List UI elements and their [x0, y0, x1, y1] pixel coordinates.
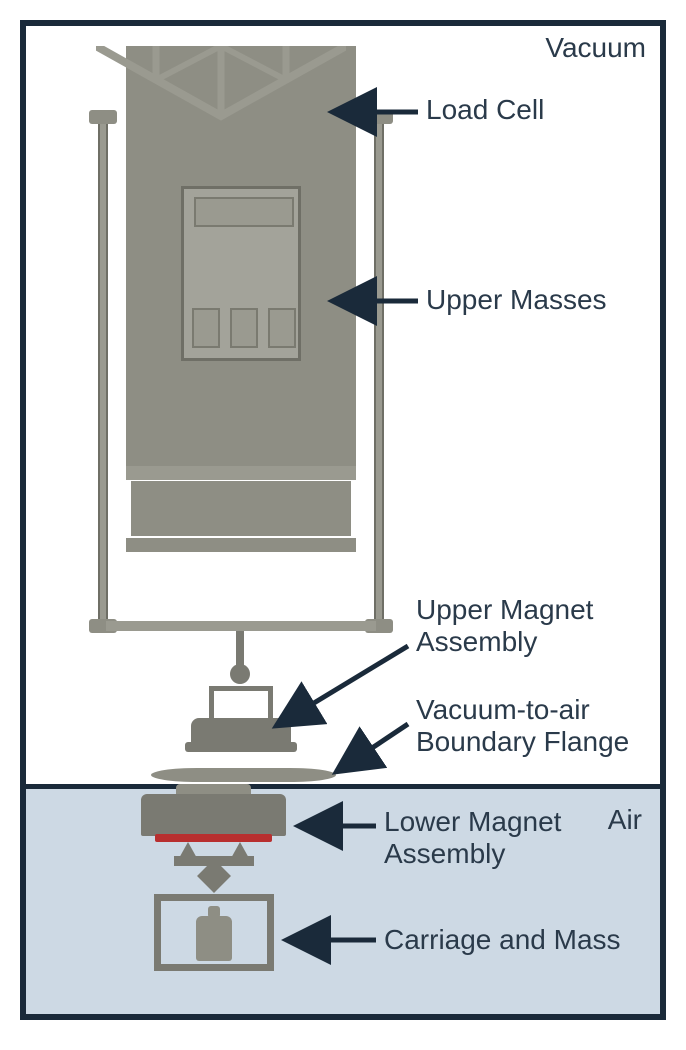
region-label-air: Air [608, 804, 642, 836]
panel-slot [268, 308, 296, 348]
tie-bar [106, 621, 376, 631]
label-load-cell: Load Cell [426, 94, 544, 126]
panel-slot [230, 308, 258, 348]
label-upper-masses: Upper Masses [426, 284, 607, 316]
diagram-frame: Vacuum Air [20, 20, 666, 1020]
label-boundary-flange: Vacuum-to-air Boundary Flange [416, 694, 629, 758]
upper-magnet-assembly [191, 686, 291, 761]
rod-cap [365, 110, 393, 124]
lower-magnet-assembly [141, 794, 286, 836]
label-line: Assembly [384, 838, 505, 869]
mass-cylinder [196, 916, 232, 961]
panel-header [194, 197, 294, 227]
upper-masses-panel [181, 186, 301, 361]
hanger-joint [230, 664, 250, 684]
base-plate [126, 538, 356, 552]
air-region [26, 784, 660, 1014]
rod-cap [89, 110, 117, 124]
side-rod-right [374, 121, 384, 621]
label-upper-magnet: Upper Magnet Assembly [416, 594, 593, 658]
apparatus [96, 46, 386, 776]
carriage-and-mass [154, 856, 274, 971]
panel-slot [192, 308, 220, 348]
label-line: Upper Magnet [416, 594, 593, 625]
vacuum-to-air-boundary-flange [151, 768, 336, 782]
label-lower-magnet: Lower Magnet Assembly [384, 806, 561, 870]
lower-mass-block [131, 481, 351, 536]
region-label-vacuum: Vacuum [545, 32, 646, 64]
upper-magnet-body [191, 718, 291, 750]
label-carriage: Carriage and Mass [384, 924, 621, 956]
crossbeam [126, 466, 356, 480]
label-line: Boundary Flange [416, 726, 629, 757]
side-rod-left [98, 121, 108, 621]
label-line: Vacuum-to-air [416, 694, 590, 725]
load-cell [126, 46, 356, 466]
upper-magnet-bracket [209, 686, 273, 718]
label-line: Assembly [416, 626, 537, 657]
label-line: Lower Magnet [384, 806, 561, 837]
